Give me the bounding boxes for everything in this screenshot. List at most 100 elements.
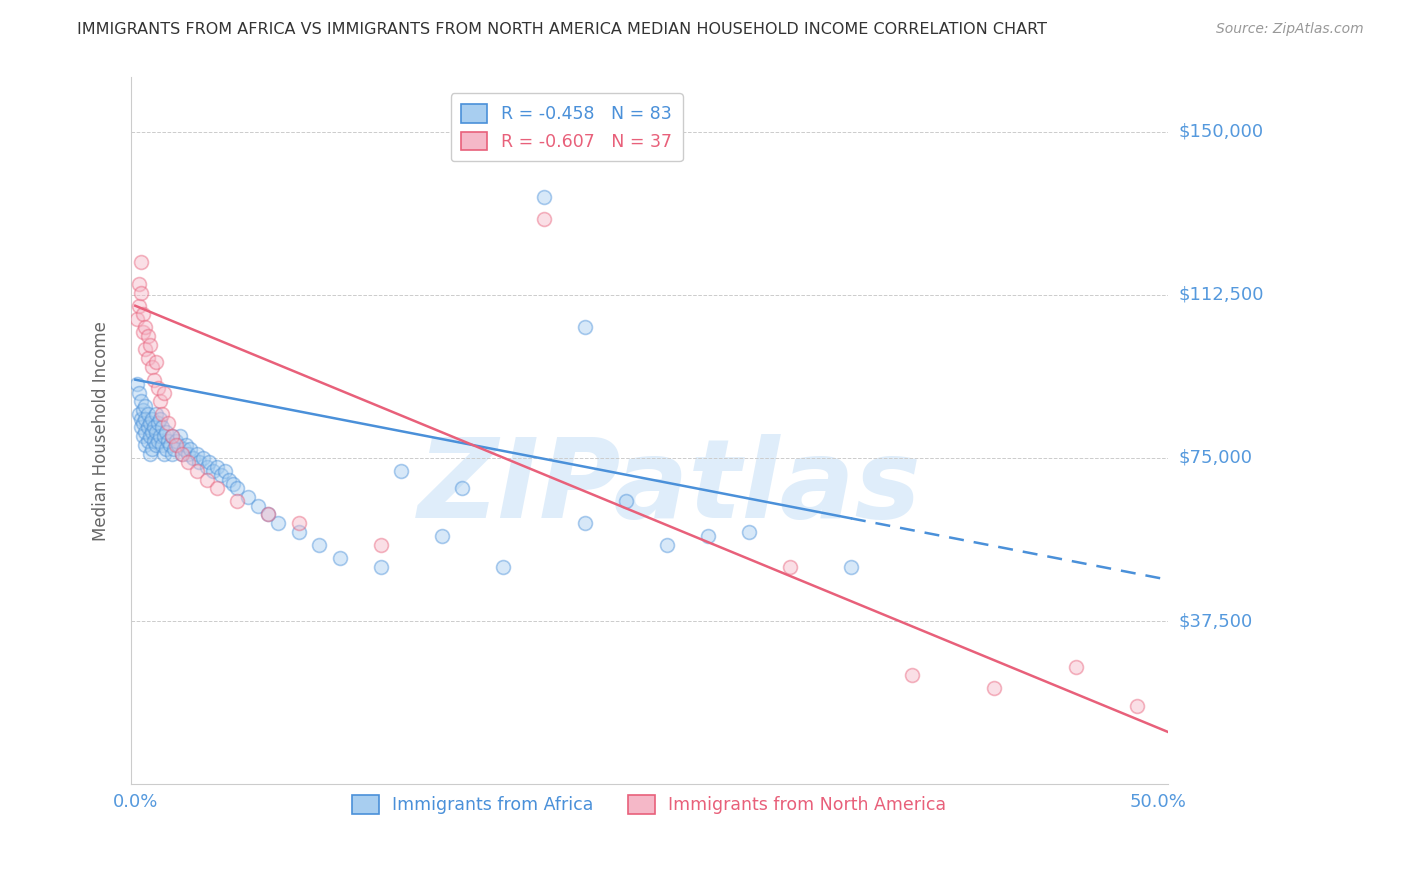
- Point: [574, 320, 596, 334]
- Point: [257, 508, 280, 522]
- Point: [205, 459, 228, 474]
- Point: [150, 408, 173, 422]
- Point: [267, 516, 290, 531]
- Point: [155, 425, 177, 439]
- Point: [142, 434, 165, 448]
- Point: [226, 482, 249, 496]
- Point: [150, 438, 173, 452]
- Point: [173, 442, 195, 457]
- Point: [329, 551, 352, 566]
- Text: Source: ZipAtlas.com: Source: ZipAtlas.com: [1216, 22, 1364, 37]
- Point: [142, 420, 165, 434]
- Point: [186, 447, 208, 461]
- Point: [160, 429, 183, 443]
- Point: [218, 473, 240, 487]
- Point: [198, 455, 221, 469]
- Point: [153, 429, 176, 443]
- Point: [370, 559, 392, 574]
- Point: [146, 416, 169, 430]
- Text: $150,000: $150,000: [1180, 123, 1264, 141]
- Point: [236, 490, 259, 504]
- Point: [533, 211, 555, 226]
- Point: [165, 438, 187, 452]
- Point: [141, 412, 163, 426]
- Point: [128, 408, 150, 422]
- Point: [179, 442, 201, 457]
- Point: [167, 438, 190, 452]
- Point: [132, 429, 155, 443]
- Point: [136, 329, 159, 343]
- Point: [138, 429, 160, 443]
- Point: [983, 681, 1005, 696]
- Point: [205, 482, 228, 496]
- Point: [153, 385, 176, 400]
- Point: [246, 499, 269, 513]
- Point: [257, 508, 280, 522]
- Point: [134, 438, 156, 452]
- Point: [308, 538, 330, 552]
- Point: [138, 447, 160, 461]
- Point: [737, 524, 759, 539]
- Point: [134, 425, 156, 439]
- Point: [696, 529, 718, 543]
- Point: [142, 373, 165, 387]
- Point: [127, 377, 149, 392]
- Point: [169, 429, 191, 443]
- Point: [145, 355, 167, 369]
- Point: [132, 416, 155, 430]
- Point: [655, 538, 678, 552]
- Point: [430, 529, 453, 543]
- Point: [136, 434, 159, 448]
- Point: [127, 311, 149, 326]
- Point: [145, 425, 167, 439]
- Point: [134, 343, 156, 357]
- Point: [132, 308, 155, 322]
- Point: [136, 408, 159, 422]
- Text: $112,500: $112,500: [1180, 285, 1264, 304]
- Point: [191, 450, 214, 465]
- Point: [165, 434, 187, 448]
- Text: $37,500: $37,500: [1180, 612, 1253, 630]
- Point: [132, 325, 155, 339]
- Point: [156, 434, 179, 448]
- Y-axis label: Median Household Income: Median Household Income: [93, 321, 110, 541]
- Point: [131, 394, 153, 409]
- Legend: Immigrants from Africa, Immigrants from North America: Immigrants from Africa, Immigrants from …: [342, 785, 957, 825]
- Point: [131, 420, 153, 434]
- Point: [1064, 659, 1087, 673]
- Point: [226, 494, 249, 508]
- Point: [134, 412, 156, 426]
- Point: [128, 277, 150, 291]
- Point: [153, 447, 176, 461]
- Point: [209, 468, 232, 483]
- Point: [160, 429, 183, 443]
- Point: [146, 434, 169, 448]
- Point: [779, 559, 801, 574]
- Point: [136, 351, 159, 365]
- Point: [141, 359, 163, 374]
- Point: [901, 668, 924, 682]
- Point: [288, 524, 311, 539]
- Point: [136, 420, 159, 434]
- Point: [172, 447, 194, 461]
- Point: [389, 464, 412, 478]
- Point: [128, 299, 150, 313]
- Point: [1126, 698, 1149, 713]
- Point: [181, 450, 204, 465]
- Point: [159, 438, 181, 452]
- Text: IMMIGRANTS FROM AFRICA VS IMMIGRANTS FROM NORTH AMERICA MEDIAN HOUSEHOLD INCOME : IMMIGRANTS FROM AFRICA VS IMMIGRANTS FRO…: [77, 22, 1047, 37]
- Point: [132, 403, 155, 417]
- Point: [222, 477, 245, 491]
- Point: [195, 459, 218, 474]
- Point: [134, 399, 156, 413]
- Point: [176, 438, 198, 452]
- Point: [155, 442, 177, 457]
- Text: $75,000: $75,000: [1180, 449, 1253, 467]
- Point: [149, 394, 172, 409]
- Point: [145, 408, 167, 422]
- Point: [492, 559, 515, 574]
- Point: [149, 429, 172, 443]
- Point: [177, 455, 200, 469]
- Point: [131, 285, 153, 300]
- Point: [214, 464, 236, 478]
